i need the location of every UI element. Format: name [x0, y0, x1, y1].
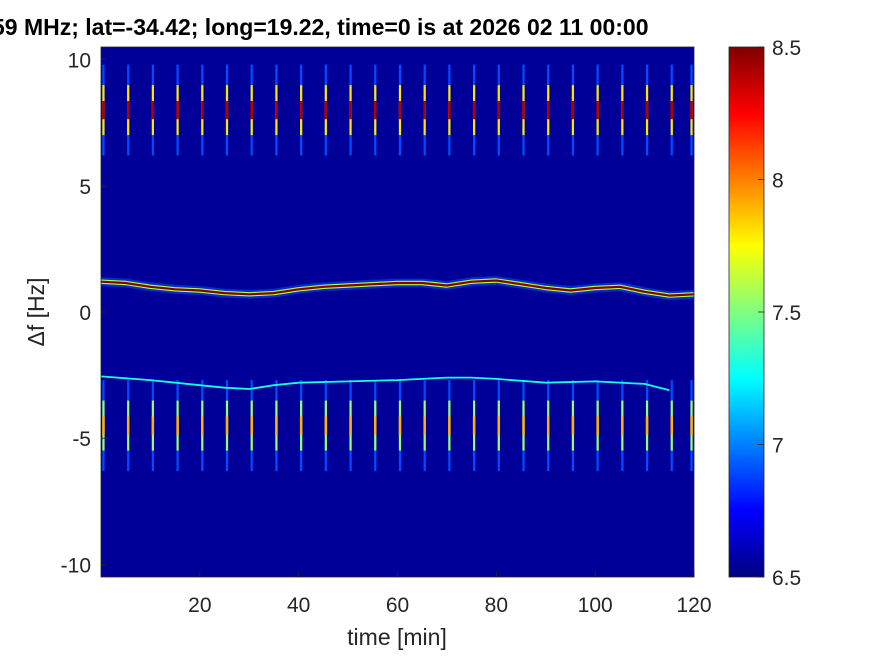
y-tick-label: 10: [68, 50, 91, 73]
y-axis-label: Δf [Hz]: [23, 277, 49, 346]
x-tick-label: 80: [485, 594, 508, 617]
colorbar-tick-label: 6.5: [772, 567, 801, 590]
x-axis-label: time [min]: [347, 624, 447, 650]
colorbar-axis: 6.5 7 7.5 8 8.5: [758, 37, 801, 590]
y-axis: -10 -5 0 5 10: [61, 50, 107, 577]
x-tick-label: 120: [676, 594, 711, 617]
x-tick-label: 60: [386, 594, 409, 617]
lower-trace: [101, 375, 670, 392]
colorbar-tick-label: 7.5: [772, 302, 801, 325]
heatmap-background: [101, 47, 694, 577]
y-tick-label: -10: [61, 554, 91, 577]
x-tick-label: 100: [578, 594, 613, 617]
colorbar-tick-label: 8.5: [772, 37, 801, 60]
x-tick-label: 40: [287, 594, 310, 617]
y-tick-label: 0: [79, 302, 91, 325]
colorbar-tick-label: 8: [772, 170, 784, 193]
y-tick-label: -5: [72, 428, 91, 451]
y-tick-label: 5: [79, 176, 91, 199]
plot-area: [101, 47, 694, 577]
x-axis: 20 40 60 80 100 120: [188, 571, 712, 617]
x-tick-label: 20: [188, 594, 211, 617]
main-trace: [101, 279, 694, 297]
chart-title: 33.59 MHz; lat=-34.42; long=19.22, time=…: [0, 14, 649, 40]
colorbar-tick-label: 7: [772, 435, 784, 458]
